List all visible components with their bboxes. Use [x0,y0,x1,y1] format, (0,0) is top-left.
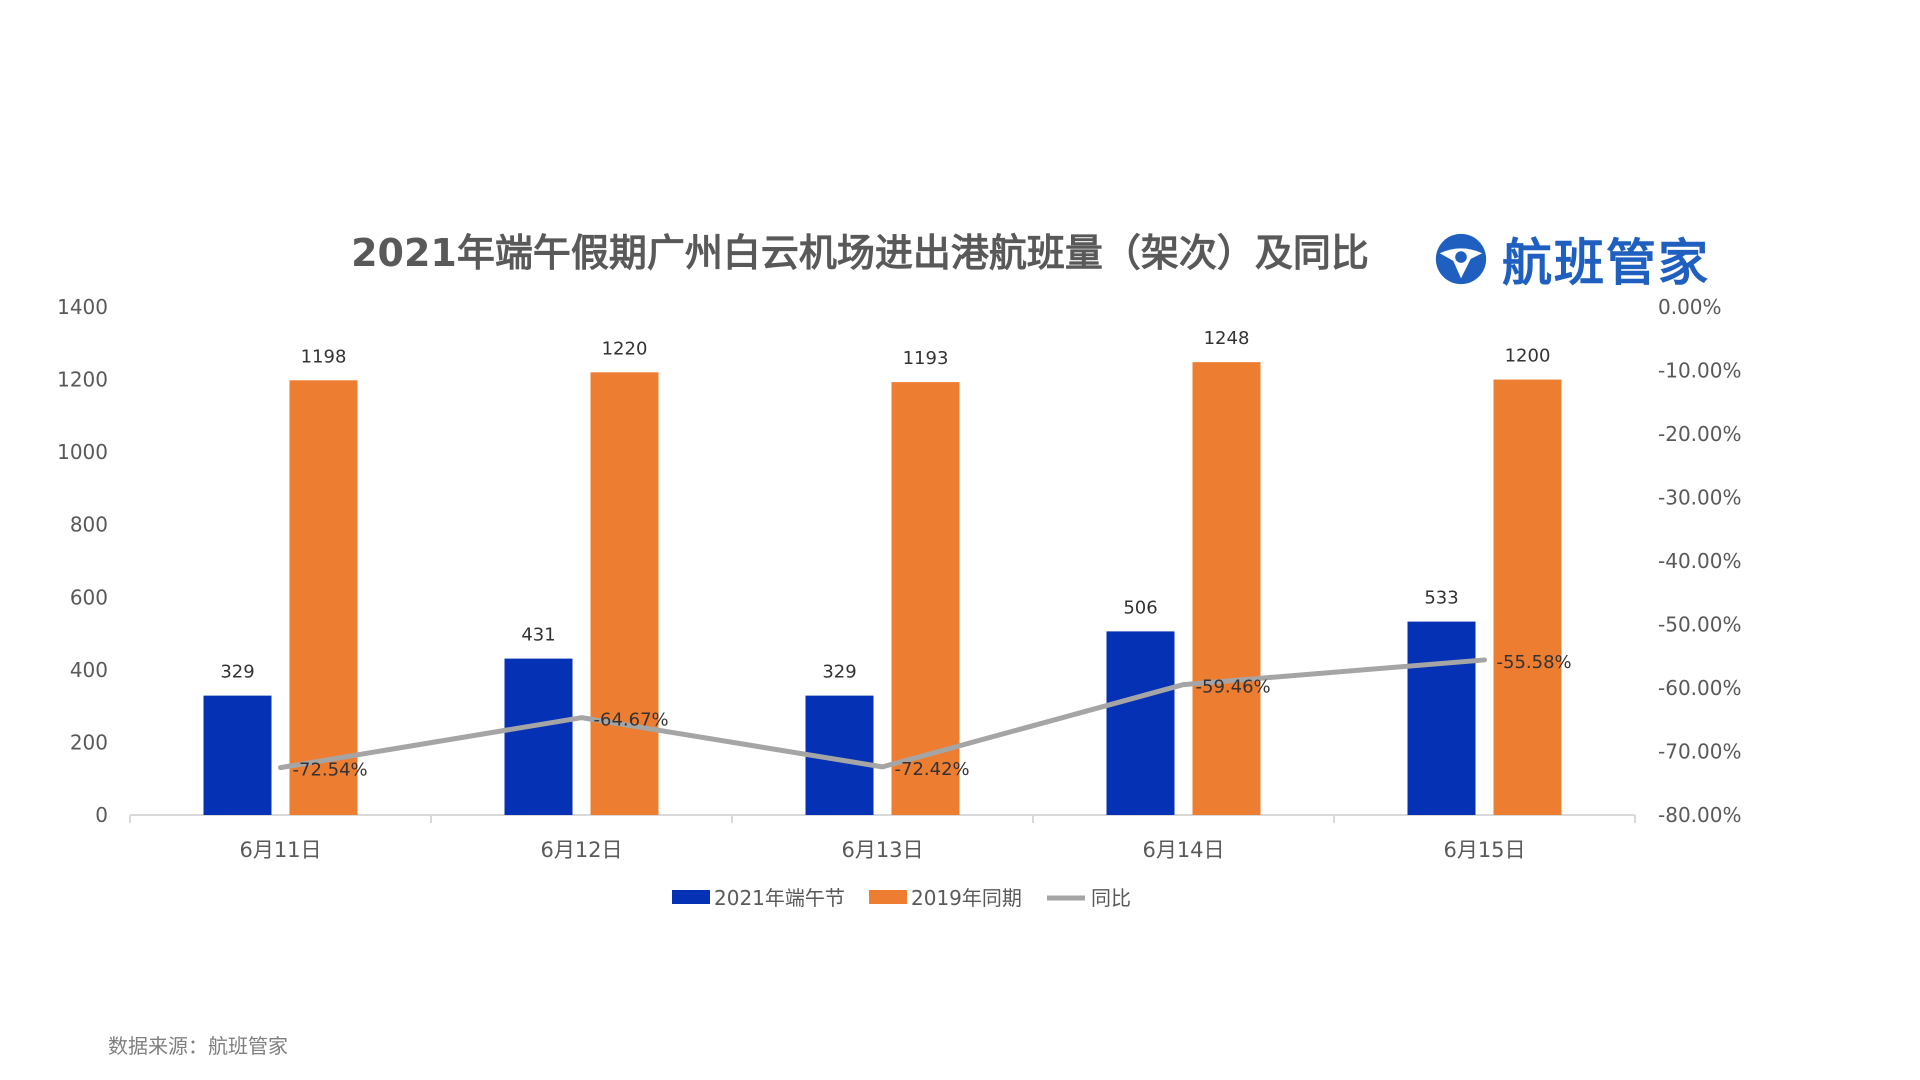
bar-2021-label: 533 [1424,588,1458,609]
yoy-label: -72.54% [293,760,368,781]
x-category-label: 6月14日 [1142,838,1224,862]
bar-2019 [891,382,960,815]
bar-2021 [203,695,272,815]
bar-2019-label: 1220 [602,338,648,359]
bar-2021-label: 506 [1123,597,1157,618]
legend-label-yoy: 同比 [1091,886,1131,910]
y-right-tick-label: -40.00% [1658,549,1741,573]
y-left-tick-label: 600 [70,585,108,609]
y-left-tick-label: 1400 [57,295,108,319]
bar-2019 [1192,362,1261,815]
y-left-tick-label: 800 [70,513,108,537]
y-right-tick-label: -10.00% [1658,359,1741,383]
bar-2021-label: 431 [521,625,555,646]
y-right-tick-label: 0.00% [1658,295,1722,319]
y-right-tick-label: -50.00% [1658,613,1741,637]
yoy-label: -59.46% [1196,677,1271,698]
bar-2021-label: 329 [822,662,856,683]
bar-2021 [1407,621,1476,815]
yoy-point [1482,657,1487,662]
x-category-label: 6月11日 [239,838,321,862]
yoy-line [278,657,1487,771]
bar-2019-label: 1248 [1204,328,1250,349]
x-category-label: 6月13日 [841,838,923,862]
yoy-point [880,764,885,769]
y-right-tick-label: -80.00% [1658,803,1741,827]
brand-logo: 航班管家 [1432,226,1710,292]
y-right-tick-label: -30.00% [1658,486,1741,510]
legend-swatch-2021 [672,890,710,904]
yoy-point [579,715,584,720]
bar-2019 [1493,379,1562,815]
legend-label-2021: 2021年端午节 [714,886,845,910]
x-category-label: 6月12日 [540,838,622,862]
legend-label-2019: 2019年同期 [911,886,1022,910]
data-source: 数据来源：航班管家 [108,1034,288,1058]
bar-2019-label: 1200 [1505,346,1551,367]
y-left-tick-label: 0 [95,803,108,827]
y-left-tick-label: 1200 [57,368,108,392]
y-right-tick-label: -20.00% [1658,422,1741,446]
chart-title: 2021年端午假期广州白云机场进出港航班量（架次）及同比 [351,231,1369,275]
bar-2019-label: 1193 [903,348,949,369]
bar-2021 [504,658,573,815]
bar-2021 [1106,631,1175,815]
yoy-point [278,765,283,770]
logo-text: 航班管家 [1502,234,1710,292]
yoy-label: -72.42% [895,759,970,780]
plane-globe-icon [1435,233,1487,285]
yoy-point [1181,682,1186,687]
bar-2019-label: 1198 [301,346,347,367]
x-category-label: 6月15日 [1443,838,1525,862]
bar-2021-label: 329 [220,662,254,683]
yoy-label: -55.58% [1497,652,1572,673]
y-right-tick-label: -70.00% [1658,740,1741,764]
legend-swatch-2019 [869,890,907,904]
y-left-tick-label: 1000 [57,440,108,464]
y-left-tick-label: 200 [70,730,108,754]
bar-2019 [289,380,358,815]
y-right-tick-label: -60.00% [1658,676,1741,700]
bar-2019 [590,372,659,815]
yoy-label: -64.67% [594,710,669,731]
y-left-tick-label: 400 [70,658,108,682]
